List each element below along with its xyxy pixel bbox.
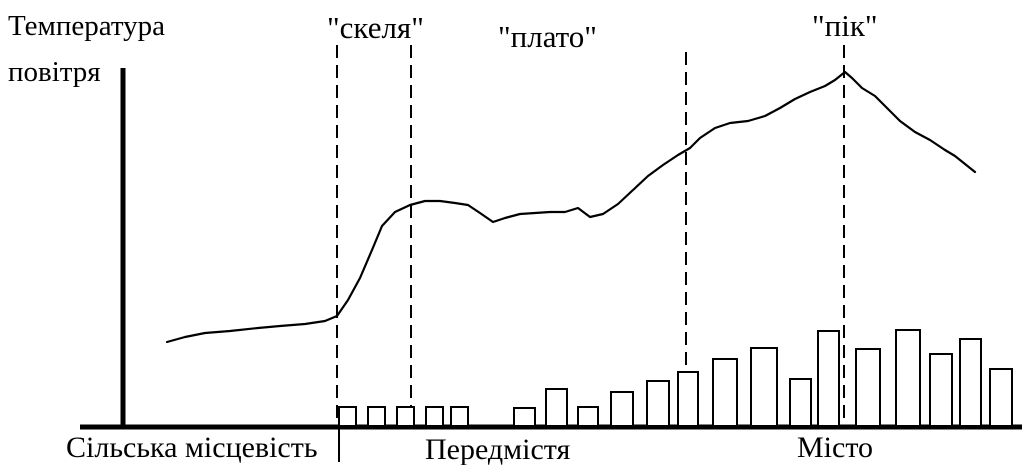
building (750, 347, 778, 427)
building (855, 348, 881, 427)
y-axis-label-line1: Температура (8, 10, 166, 42)
region-label-rural: Сільська місцевість (66, 431, 318, 464)
building (929, 353, 953, 427)
building (817, 330, 840, 427)
region-label-suburb: Передмістя (425, 433, 571, 465)
building (513, 407, 536, 427)
city-buildings (677, 329, 1013, 427)
region-label-city: Місто (797, 431, 874, 464)
building (895, 329, 921, 427)
suburb-buildings (338, 380, 670, 427)
building (610, 391, 634, 427)
building (367, 406, 386, 427)
building (425, 406, 444, 427)
building (396, 406, 415, 427)
building (646, 380, 670, 427)
building (959, 338, 982, 427)
building (338, 406, 357, 427)
zone-label-cliff: "скеля" (327, 10, 424, 45)
building (789, 378, 812, 427)
building (577, 406, 599, 427)
zone-label-plateau: "плато" (498, 19, 597, 54)
building (450, 406, 469, 427)
temperature-curve (165, 70, 977, 344)
y-axis-label-line2: повітря (8, 56, 101, 88)
building (712, 358, 738, 427)
building (989, 368, 1013, 427)
building (677, 371, 699, 427)
building (545, 388, 568, 427)
zone-label-peak: "пік" (812, 8, 878, 43)
